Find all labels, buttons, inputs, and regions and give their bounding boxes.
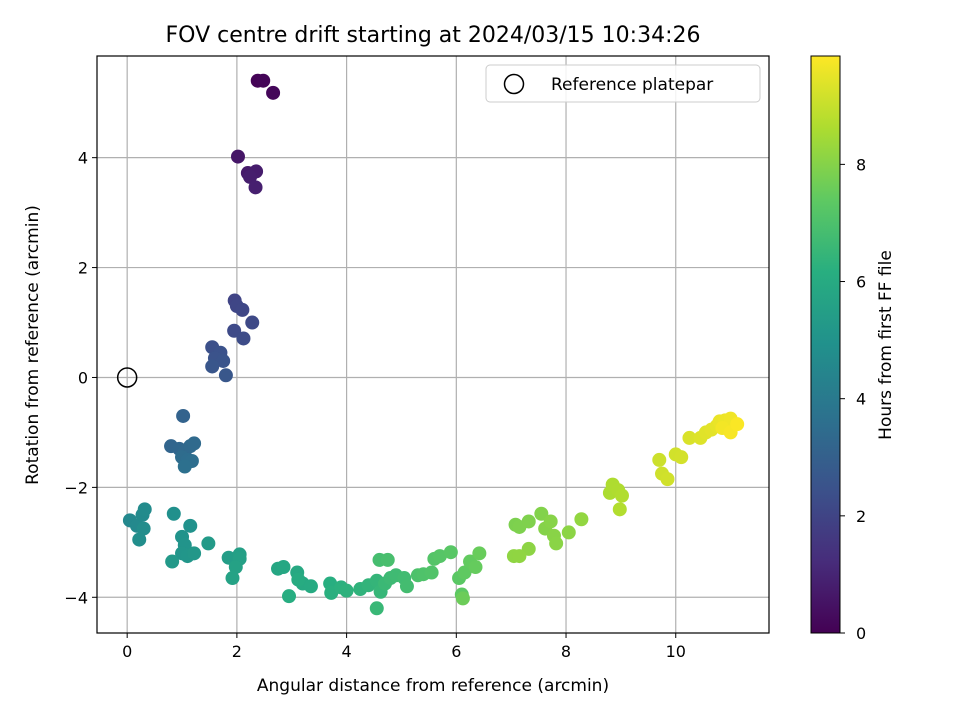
data-point xyxy=(243,169,258,184)
data-point xyxy=(177,459,192,474)
colorbar-tick-label: 2 xyxy=(856,507,866,526)
data-point xyxy=(218,368,233,383)
data-point xyxy=(614,488,629,503)
x-tick-label: 0 xyxy=(122,642,132,661)
data-point xyxy=(399,579,414,594)
x-tick-label: 6 xyxy=(451,642,461,661)
legend: Reference platepar xyxy=(485,64,761,103)
data-point xyxy=(137,502,152,517)
data-point xyxy=(236,331,251,346)
data-point xyxy=(457,565,472,580)
data-point xyxy=(443,545,458,560)
data-point xyxy=(216,353,231,368)
legend-label: Reference platepar xyxy=(551,75,713,95)
data-point xyxy=(424,565,439,580)
data-point xyxy=(682,430,697,445)
data-point xyxy=(248,180,263,195)
x-axis-ticks: 0 2 4 6 8 10 xyxy=(122,633,686,661)
data-point xyxy=(543,514,558,529)
data-point xyxy=(282,589,296,604)
grid xyxy=(97,56,769,633)
data-point xyxy=(165,554,180,569)
reference-point xyxy=(116,367,138,388)
data-point xyxy=(256,73,271,88)
data-point xyxy=(730,417,745,432)
data-point xyxy=(472,546,487,561)
data-points xyxy=(122,73,745,616)
colorbar: 0 2 4 6 8 Hours from first FF file xyxy=(810,55,896,643)
data-point xyxy=(227,323,242,338)
data-point xyxy=(652,452,667,467)
colorbar-tick-label: 6 xyxy=(856,273,866,292)
data-point xyxy=(245,315,260,330)
data-point xyxy=(291,572,306,587)
data-point xyxy=(276,560,291,575)
data-point xyxy=(612,502,627,517)
data-point xyxy=(468,560,483,575)
x-tick-label: 10 xyxy=(666,642,686,661)
data-point xyxy=(455,591,470,606)
data-point xyxy=(369,601,384,616)
plot-frame xyxy=(96,55,770,634)
data-point xyxy=(187,546,202,561)
colorbar-tick-label: 8 xyxy=(856,155,866,174)
legend-marker-icon xyxy=(503,73,525,95)
data-point xyxy=(225,571,240,586)
data-point xyxy=(132,532,147,547)
data-point xyxy=(521,514,536,529)
data-point xyxy=(266,85,281,100)
data-point xyxy=(235,302,250,317)
colorbar-gradient xyxy=(810,55,841,634)
colorbar-tick-label: 0 xyxy=(856,624,866,643)
colorbar-label: Hours from first FF file xyxy=(876,250,896,440)
data-point xyxy=(228,560,243,575)
y-tick-label: 2 xyxy=(78,259,88,278)
data-point xyxy=(432,549,447,564)
data-point xyxy=(303,579,318,594)
data-point xyxy=(674,450,689,465)
data-point xyxy=(183,518,198,533)
reference-marker xyxy=(116,367,138,388)
data-point xyxy=(201,536,216,551)
data-point xyxy=(380,552,395,567)
data-point xyxy=(230,149,245,164)
data-point xyxy=(166,506,181,521)
colorbar-tick-label: 4 xyxy=(856,390,866,409)
x-tick-label: 2 xyxy=(232,642,242,661)
data-point xyxy=(549,536,564,551)
data-point xyxy=(205,359,220,374)
data-point xyxy=(660,472,675,487)
data-point xyxy=(339,583,354,598)
x-tick-label: 4 xyxy=(342,642,352,661)
data-point xyxy=(187,436,202,451)
x-tick-label: 8 xyxy=(561,642,571,661)
chart-title: FOV centre drift starting at 2024/03/15 … xyxy=(166,23,701,48)
y-axis-label: Rotation from reference (arcmin) xyxy=(23,205,43,485)
y-tick-label: 4 xyxy=(78,149,88,168)
y-tick-label: −4 xyxy=(64,588,88,607)
data-point xyxy=(534,506,549,521)
y-tick-label: −2 xyxy=(64,478,88,497)
legend-box xyxy=(485,64,761,103)
data-point xyxy=(512,549,527,564)
data-point xyxy=(136,521,151,536)
colorbar-ticks: 0 2 4 6 8 xyxy=(840,155,866,643)
y-tick-label: 0 xyxy=(78,368,88,387)
data-point xyxy=(574,512,589,527)
y-axis-ticks: −4 −2 0 2 4 xyxy=(64,149,97,607)
x-axis-label: Angular distance from reference (arcmin) xyxy=(257,676,609,696)
data-point xyxy=(561,525,576,540)
data-point xyxy=(176,408,191,423)
